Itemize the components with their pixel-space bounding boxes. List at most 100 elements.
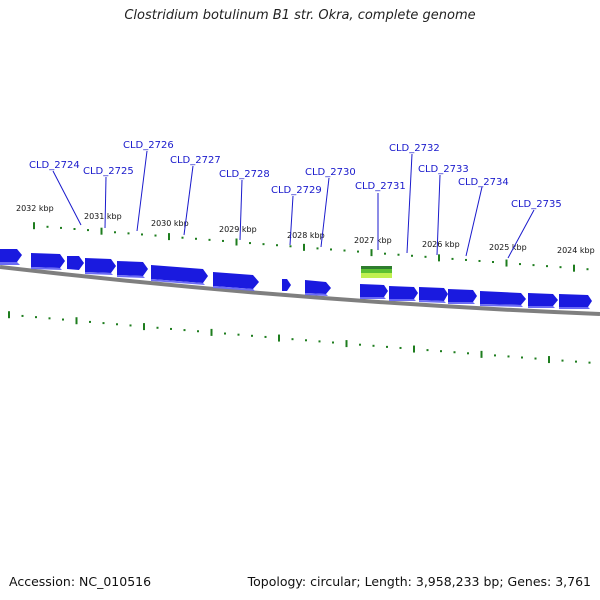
kbp-label: 2029 kbp xyxy=(219,225,257,234)
minor-tick xyxy=(424,255,427,258)
minor-tick xyxy=(411,254,413,257)
callout-line xyxy=(289,195,294,246)
major-tick xyxy=(143,323,145,331)
minor-tick xyxy=(519,263,521,266)
callout-line xyxy=(465,186,483,257)
minor-tick xyxy=(262,243,265,246)
major-tick xyxy=(168,233,170,241)
minor-tick xyxy=(453,351,456,354)
minor-tick xyxy=(451,257,454,260)
minor-tick xyxy=(289,245,292,248)
minor-tick xyxy=(521,356,523,359)
minor-tick xyxy=(465,258,467,261)
gene-arrow-shadow xyxy=(389,299,416,301)
kbp-label: 2032 kbp xyxy=(16,204,54,213)
gene-arrow[interactable] xyxy=(85,258,116,273)
gene-arrow[interactable] xyxy=(117,261,148,276)
minor-tick xyxy=(561,359,564,362)
gene-arrow-shadow xyxy=(480,304,523,307)
minor-tick xyxy=(359,343,361,346)
minor-tick xyxy=(127,232,130,235)
gene-arrow[interactable] xyxy=(480,291,526,305)
gene-arrow[interactable] xyxy=(448,289,477,302)
gene-label-cld-2724[interactable]: CLD_2724 xyxy=(29,160,80,171)
minor-tick xyxy=(89,320,91,323)
gene-arrow[interactable] xyxy=(31,253,65,268)
gene-label-cld-2725[interactable]: CLD_2725 xyxy=(83,166,134,177)
gene-arrow-shadow xyxy=(213,286,255,291)
minor-tick xyxy=(343,249,346,252)
minor-tick xyxy=(575,360,577,363)
gene-arrow[interactable] xyxy=(282,279,291,291)
gene-arrow[interactable] xyxy=(528,293,558,306)
gene-arrow[interactable] xyxy=(67,256,84,270)
callout-line xyxy=(183,165,194,236)
minor-tick xyxy=(21,314,24,317)
callout-line xyxy=(52,170,82,226)
gene-label-cld-2731[interactable]: CLD_2731 xyxy=(355,181,406,192)
kbp-label: 2024 kbp xyxy=(557,246,595,255)
callout-line xyxy=(436,174,441,256)
minor-tick xyxy=(478,259,481,262)
major-tick xyxy=(8,311,10,319)
minor-tick xyxy=(197,330,199,333)
minor-tick xyxy=(440,350,442,353)
major-tick xyxy=(573,264,575,272)
gene-arrow[interactable] xyxy=(559,294,592,307)
minor-tick xyxy=(467,352,469,355)
minor-tick xyxy=(195,237,197,240)
minor-tick xyxy=(73,227,76,230)
minor-tick xyxy=(546,265,548,268)
gene-label-cld-2735[interactable]: CLD_2735 xyxy=(511,199,562,210)
gene-label-cld-2728[interactable]: CLD_2728 xyxy=(219,169,270,180)
gene-arrow-shadow xyxy=(419,300,446,303)
feature-band xyxy=(361,273,392,278)
gene-label-cld-2733[interactable]: CLD_2733 xyxy=(418,164,469,175)
gene-label-cld-2734[interactable]: CLD_2734 xyxy=(458,177,509,188)
major-tick xyxy=(345,340,348,348)
major-tick xyxy=(33,222,35,230)
minor-tick xyxy=(588,361,591,364)
major-tick xyxy=(438,254,440,262)
gene-arrow[interactable] xyxy=(151,265,208,283)
callout-line xyxy=(239,179,243,241)
minor-tick xyxy=(330,248,332,251)
minor-tick xyxy=(264,335,267,338)
minor-tick xyxy=(208,238,211,241)
gene-label-cld-2726[interactable]: CLD_2726 xyxy=(123,140,174,151)
minor-tick xyxy=(102,322,105,325)
callout-line xyxy=(104,176,107,229)
major-tick xyxy=(235,238,238,246)
kbp-label: 2026 kbp xyxy=(422,240,460,249)
major-tick xyxy=(548,356,550,364)
gene-arrow[interactable] xyxy=(213,272,259,289)
minor-tick xyxy=(129,324,132,327)
minor-tick xyxy=(291,338,294,341)
gene-arrow-shadow xyxy=(360,297,386,299)
gene-arrow-shadow xyxy=(0,262,20,265)
minor-tick xyxy=(399,346,402,349)
major-tick xyxy=(370,249,373,257)
minor-tick xyxy=(532,264,535,267)
gene-arrow-shadow xyxy=(85,272,113,275)
gene-arrow[interactable] xyxy=(360,284,388,297)
gene-arrow[interactable] xyxy=(419,287,448,301)
gene-label-cld-2732[interactable]: CLD_2732 xyxy=(389,143,440,154)
minor-tick xyxy=(586,268,589,271)
gene-arrow[interactable] xyxy=(389,286,418,299)
gene-label-cld-2727[interactable]: CLD_2727 xyxy=(170,155,221,166)
minor-tick xyxy=(60,226,62,229)
gene-arrow[interactable] xyxy=(305,280,331,294)
minor-tick xyxy=(249,242,251,245)
minor-tick xyxy=(426,349,429,352)
green-feature[interactable] xyxy=(361,266,392,278)
minor-tick xyxy=(116,323,118,326)
gene-labels: CLD_2724 CLD_2725 CLD_2726 CLD_2727 CLD_… xyxy=(29,140,562,210)
kbp-scale: 2032 kbp 2031 kbp 2030 kbp 2029 kbp 2028… xyxy=(16,204,595,255)
map-title: Clostridium botulinum B1 str. Okra, comp… xyxy=(124,8,476,23)
gene-label-cld-2729[interactable]: CLD_2729 xyxy=(271,185,322,196)
gene-arrow[interactable] xyxy=(0,249,22,262)
minor-tick xyxy=(224,332,226,335)
gene-label-cld-2730[interactable]: CLD_2730 xyxy=(305,167,356,178)
minor-tick xyxy=(507,355,510,358)
